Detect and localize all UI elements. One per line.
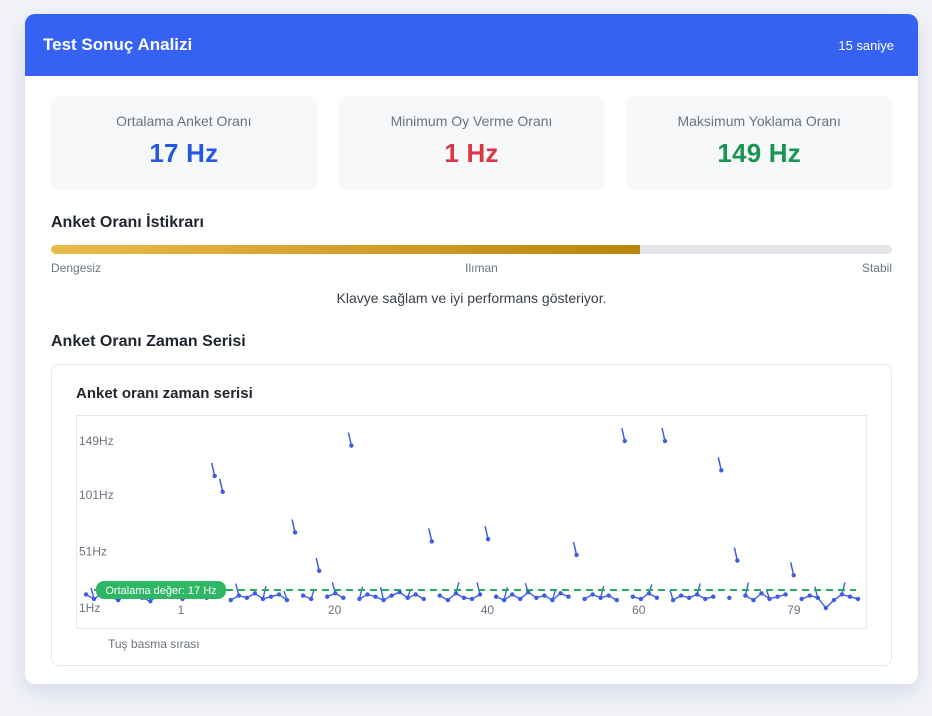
svg-text:1: 1 bbox=[178, 603, 185, 617]
scale-label-unstable: Dengesiz bbox=[51, 261, 102, 275]
svg-text:40: 40 bbox=[481, 603, 495, 617]
report-header: Test Sonuç Analizi 15 saniye bbox=[25, 14, 918, 76]
svg-text:20: 20 bbox=[328, 603, 342, 617]
svg-text:51Hz: 51Hz bbox=[79, 545, 107, 559]
test-duration: 15 saniye bbox=[838, 37, 894, 53]
x-axis-title: Tuş basma sırası bbox=[108, 637, 200, 651]
timeseries-heading: Anket Oranı Zaman Serisi bbox=[51, 333, 246, 350]
stat-label: Minimum Oy Verme Oranı bbox=[390, 113, 553, 129]
timeseries-section: Anket Oranı Zaman Serisi Anket oranı zam… bbox=[51, 333, 892, 666]
stability-section: Anket Oranı İstikrarı Dengesiz Ilıman St… bbox=[51, 214, 892, 306]
stat-value-minimum: 1 Hz bbox=[444, 138, 499, 168]
stat-label: Maksimum Yoklama Oranı bbox=[677, 113, 841, 129]
stability-bar-fill bbox=[51, 245, 640, 254]
stat-card-average: Ortalama Anket Oranı 17 Hz bbox=[51, 96, 317, 190]
svg-text:101Hz: 101Hz bbox=[79, 488, 114, 502]
stat-value-average: 17 Hz bbox=[149, 138, 219, 168]
report-content: Ortalama Anket Oranı 17 Hz Minimum Oy Ve… bbox=[25, 76, 918, 684]
chart-canvas[interactable]: 1Hz 51Hz 101Hz 149Hz 1 20 40 60 79 Ortalama değer… bbox=[76, 415, 867, 629]
scale-label-stable: Stabil bbox=[861, 261, 892, 275]
stability-heading: Anket Oranı İstikrarı bbox=[51, 214, 204, 231]
timeseries-chart-card: Anket oranı zaman serisi 1Hz 51Hz 101Hz 149… bbox=[51, 364, 892, 666]
svg-text:60: 60 bbox=[632, 603, 646, 617]
svg-text:79: 79 bbox=[787, 603, 801, 617]
stat-card-maximum: Maksimum Yoklama Oranı 149 Hz bbox=[626, 96, 893, 190]
stat-label: Ortalama Anket Oranı bbox=[116, 113, 252, 129]
report-card: Test Sonuç Analizi 15 saniye Ortalama An… bbox=[25, 14, 918, 684]
page-title: Test Sonuç Analizi bbox=[43, 35, 193, 54]
chart-title: Anket oranı zaman serisi bbox=[76, 385, 253, 402]
stats-row: Ortalama Anket Oranı 17 Hz Minimum Oy Ve… bbox=[51, 96, 893, 190]
stability-summary: Klavye sağlam ve iyi performans gösteriy… bbox=[336, 290, 607, 306]
svg-text:1Hz: 1Hz bbox=[79, 601, 100, 615]
stability-scale-labels: Dengesiz Ilıman Stabil bbox=[51, 261, 892, 275]
scale-label-moderate: Ilıman bbox=[465, 261, 498, 275]
mean-value-badge: Ortalama değer: 17 Hz bbox=[105, 585, 216, 597]
stat-value-maximum: 149 Hz bbox=[717, 138, 801, 168]
stat-card-minimum: Minimum Oy Verme Oranı 1 Hz bbox=[338, 96, 605, 190]
stability-bar-track bbox=[51, 245, 892, 254]
svg-text:149Hz: 149Hz bbox=[79, 434, 114, 448]
